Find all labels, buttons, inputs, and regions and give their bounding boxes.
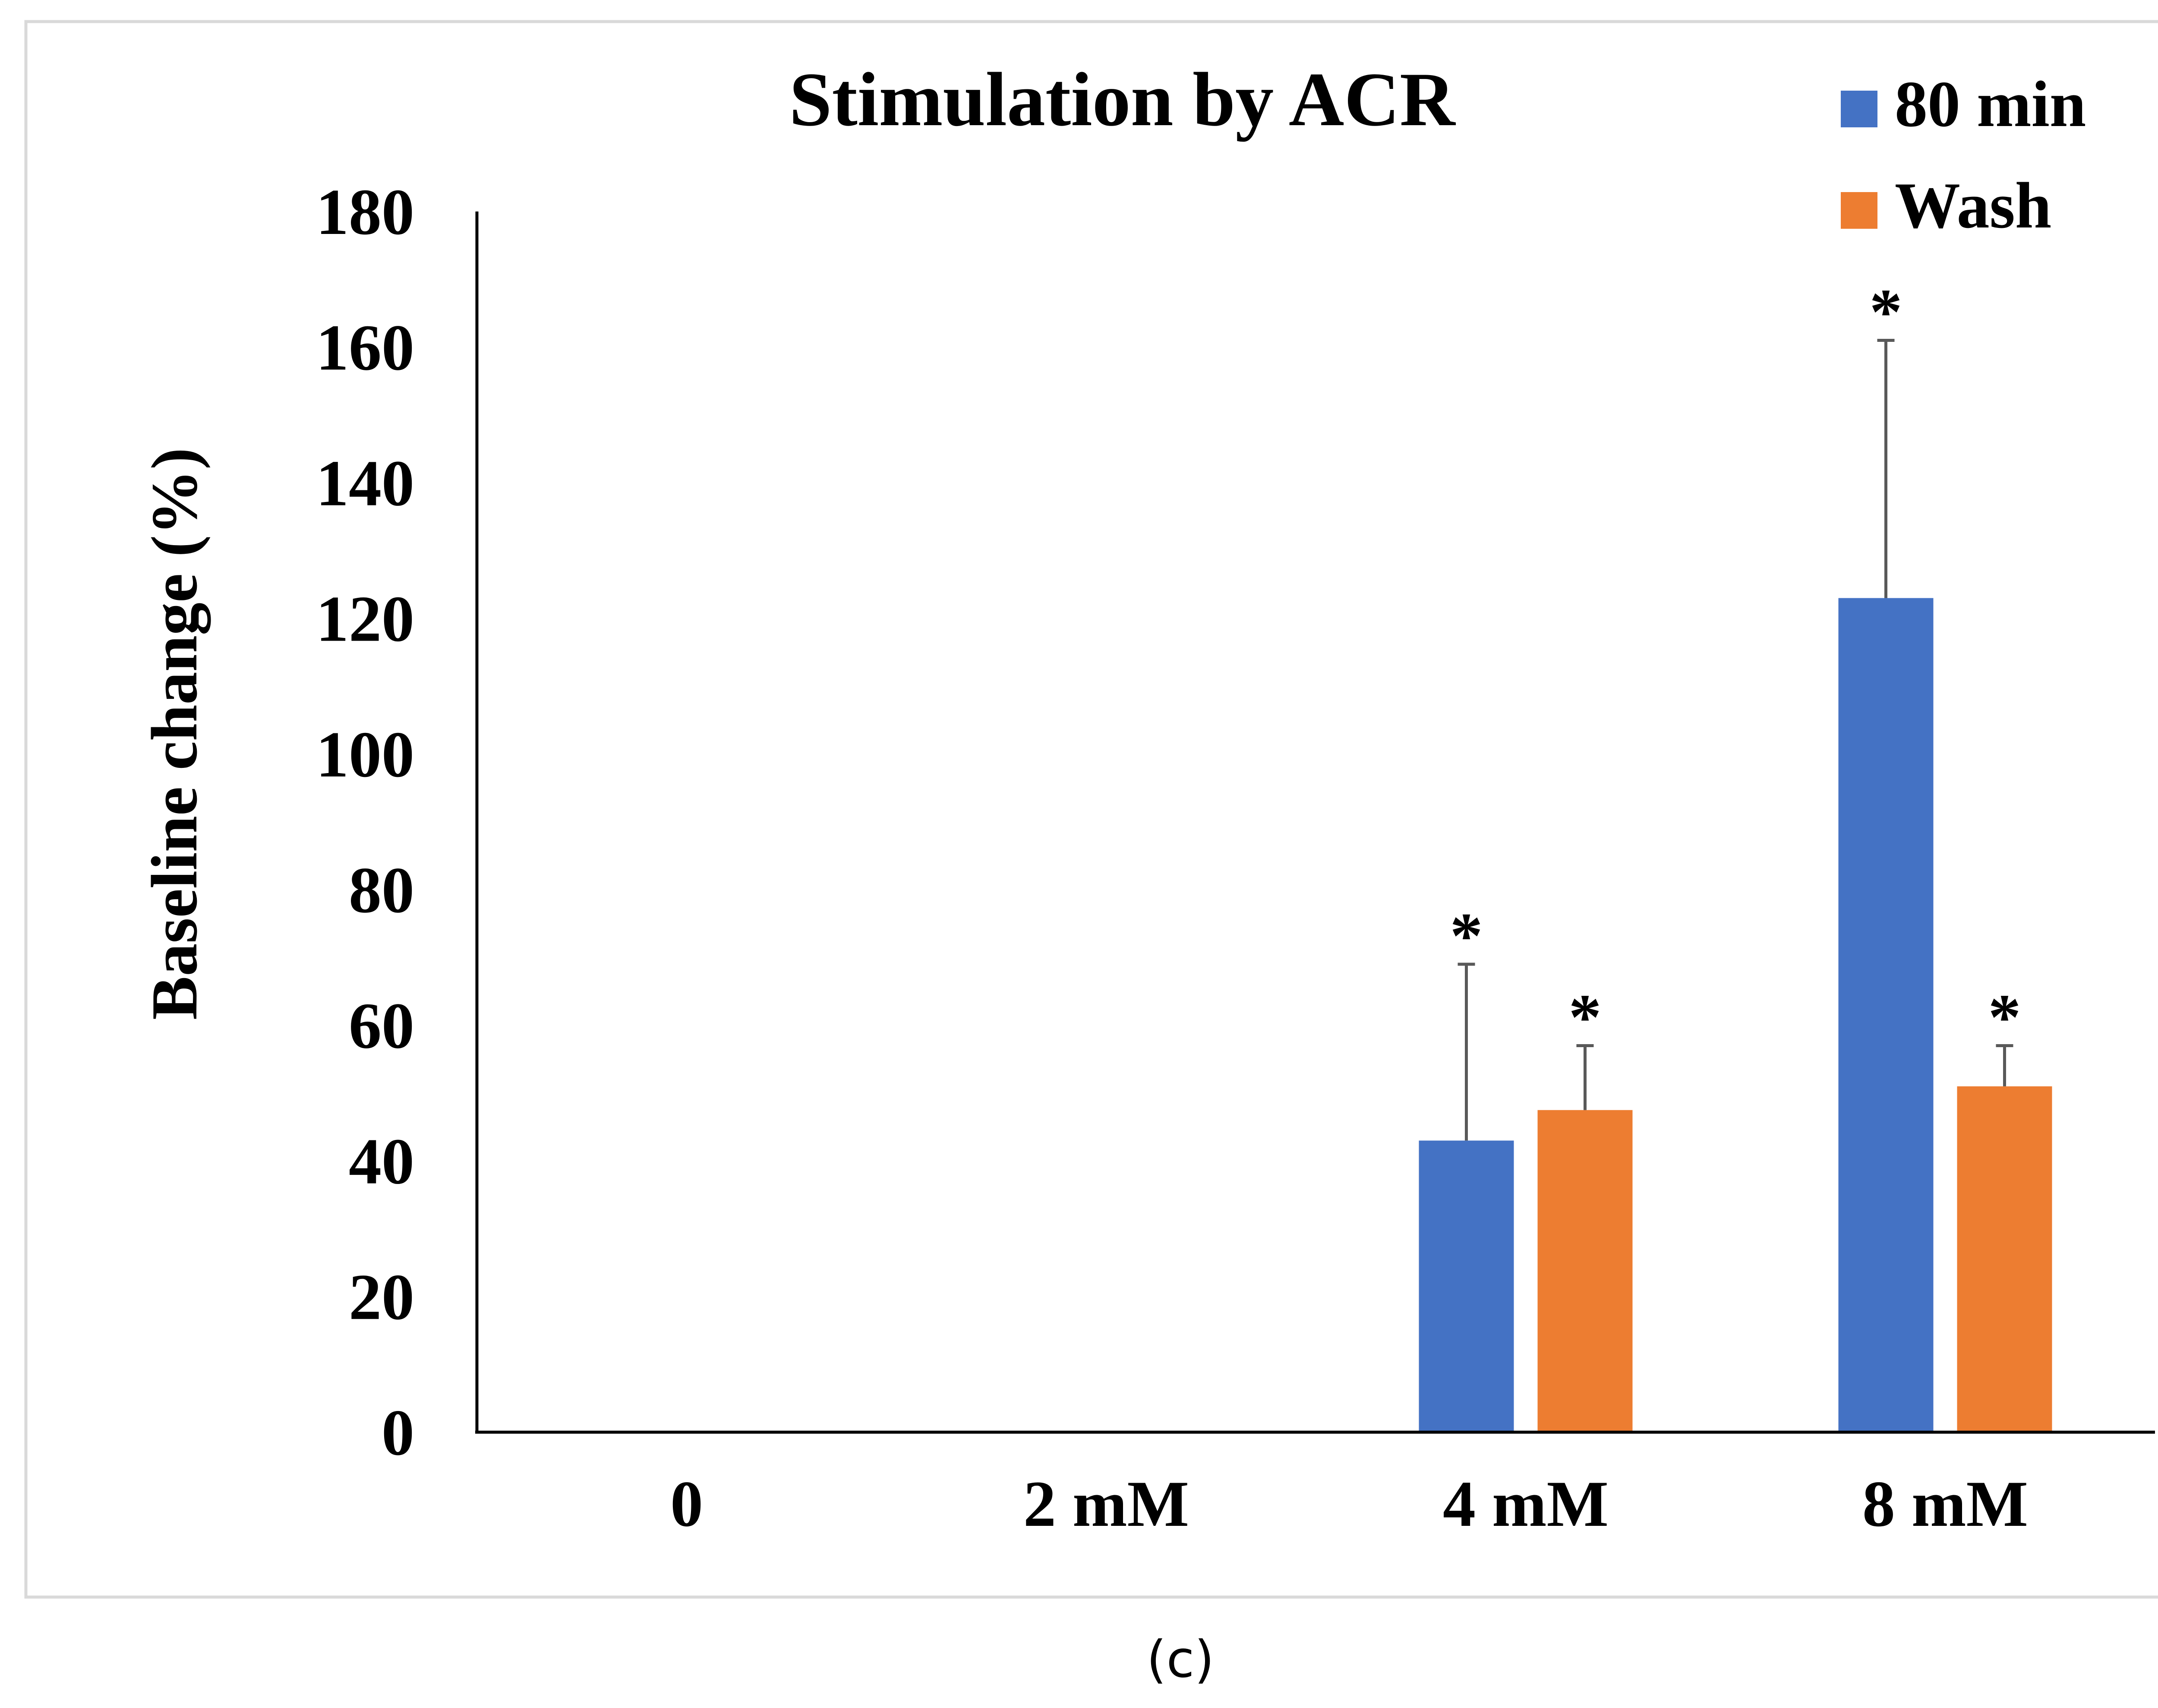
legend-swatch-80-min [1841,91,1877,127]
x-axis-tick-labels: 0 2 mM 4 mM 8 mM [670,1468,2028,1540]
significance-marker-80-min-4-mm: * [1450,900,1483,972]
y-tick-label-180: 180 [316,176,414,248]
y-tick-label-140: 140 [316,447,414,519]
significance-marker-wash-4-mm: * [1569,981,1602,1053]
legend-swatch-wash [1841,192,1877,229]
x-tick-label-4-mm: 4 mM [1443,1468,1609,1540]
legend-label-wash: Wash [1895,169,2051,242]
x-tick-label-2-mm: 2 mM [1023,1468,1189,1540]
y-tick-label-0: 0 [382,1396,414,1469]
significance-marker-80-min-8-mm: * [1870,276,1902,348]
error-bars [1458,339,2013,1141]
y-tick-label-80: 80 [349,854,414,926]
panel-label: (c) [1147,1629,1215,1689]
significance-marker-wash-8-mm: * [1988,981,2021,1053]
y-tick-label-100: 100 [316,718,414,791]
legend: 80 min Wash [1841,68,2086,242]
x-tick-label-8-mm: 8 mM [1862,1468,2028,1540]
bar-wash-8-mm [1957,1086,2052,1432]
y-tick-label-60: 60 [349,989,414,1062]
x-tick-label-0: 0 [670,1468,703,1540]
bar-wash-4-mm [1537,1110,1633,1432]
bar-80-min-8-mm [1838,598,1934,1432]
y-tick-label-120: 120 [316,583,414,655]
y-tick-label-160: 160 [316,311,414,384]
chart-title: Stimulation by ACR [789,57,1456,142]
y-tick-label-40: 40 [349,1125,414,1198]
bar-80-min-4-mm [1419,1140,1514,1432]
bars [1419,598,2052,1432]
y-axis-label: Baseline change (%) [138,448,211,1020]
legend-label-80-min: 80 min [1895,68,2086,140]
y-axis-ticks: 0 20 40 60 80 100 120 140 160 180 [316,176,414,1469]
significance-annotations: * * * * [1450,276,2021,1054]
chart-frame [24,20,2158,1599]
y-tick-label-20: 20 [349,1261,414,1333]
